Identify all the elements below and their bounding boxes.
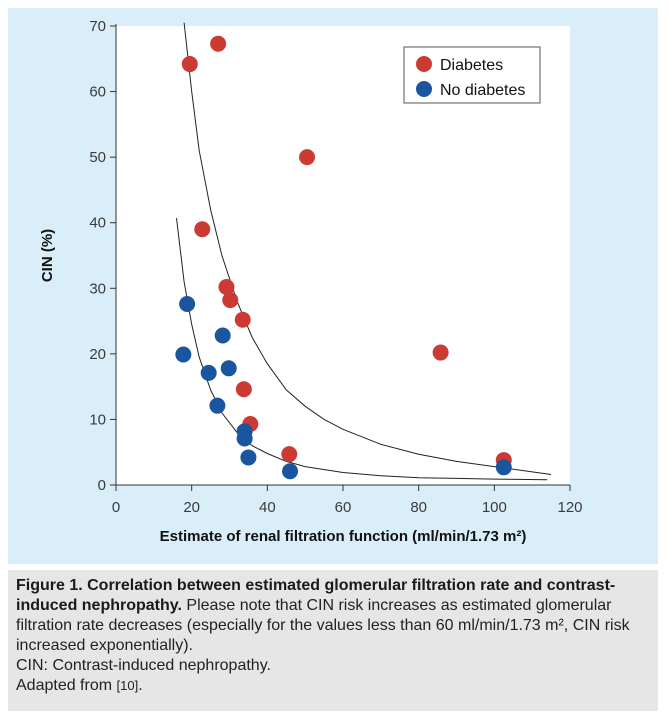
- scatter-chart: 0 10 20 30 40 50 60 70 0 20 40 60 80 100 120 Estimate o…: [39, 18, 583, 545]
- y-tick-label: 40: [89, 215, 106, 232]
- point-no-diabetes: [282, 463, 299, 480]
- point-diabetes: [222, 292, 239, 309]
- point-diabetes: [218, 278, 235, 295]
- y-tick-label: 0: [98, 477, 106, 494]
- y-tick-label: 20: [89, 346, 106, 363]
- caption-source-prefix: Adapted from: [16, 677, 117, 694]
- trend-curve-no-diabetes: [176, 218, 548, 481]
- x-tick-label: 120: [557, 499, 582, 516]
- x-tick-label: 100: [482, 499, 507, 516]
- legend-marker-no-diabetes: [416, 81, 432, 97]
- trend-curves: [176, 22, 552, 481]
- point-no-diabetes: [214, 327, 231, 344]
- figure-panel: 0 10 20 30 40 50 60 70 0 20 40 60 80 100 120 Estimate o…: [8, 8, 658, 564]
- x-tick-label: 40: [259, 499, 276, 516]
- point-no-diabetes: [220, 360, 237, 377]
- point-no-diabetes: [179, 296, 196, 313]
- point-diabetes: [235, 381, 252, 398]
- point-diabetes: [234, 311, 251, 328]
- point-diabetes: [432, 344, 449, 361]
- point-no-diabetes: [495, 459, 512, 476]
- caption-body: Please note that CIN risk increases as e…: [16, 597, 630, 654]
- figure-caption: Figure 1. Correlation between estimated …: [8, 570, 658, 711]
- caption-source: Adapted from [10].: [16, 676, 650, 696]
- legend: Diabetes No diabetes: [403, 46, 541, 104]
- point-no-diabetes: [200, 364, 217, 381]
- caption-source-suffix: .: [138, 677, 143, 694]
- point-diabetes: [194, 221, 211, 238]
- point-no-diabetes: [175, 346, 192, 363]
- point-diabetes: [181, 56, 198, 73]
- x-axis-title: Estimate of renal filtration function (m…: [160, 528, 527, 545]
- x-tick-label: 0: [112, 499, 120, 516]
- legend-label-no-diabetes: No diabetes: [440, 82, 525, 99]
- y-tick-label: 70: [89, 18, 106, 35]
- data-points: [175, 35, 512, 480]
- y-tick-label: 60: [89, 84, 106, 101]
- caption-source-ref: [10]: [116, 678, 139, 693]
- x-tick-label: 20: [183, 499, 200, 516]
- point-no-diabetes: [240, 449, 257, 466]
- legend-label-diabetes: Diabetes: [440, 57, 503, 74]
- point-diabetes: [281, 446, 298, 463]
- caption-abbreviation: CIN: Contrast-induced nephropathy.: [16, 657, 271, 674]
- y-tick-label: 10: [89, 411, 106, 428]
- point-diabetes: [210, 35, 227, 52]
- legend-marker-diabetes: [416, 56, 432, 72]
- y-tick-label: 30: [89, 280, 106, 297]
- point-no-diabetes: [236, 430, 253, 447]
- x-tick-label: 60: [335, 499, 352, 516]
- y-axis-title: CIN (%): [39, 229, 56, 282]
- point-diabetes: [299, 149, 316, 166]
- x-tick-label: 80: [410, 499, 427, 516]
- caption-title: Figure 1. Correlation between estimated …: [16, 577, 616, 614]
- point-no-diabetes: [209, 397, 226, 414]
- y-tick-label: 50: [89, 149, 106, 166]
- trend-curve-diabetes: [183, 22, 552, 475]
